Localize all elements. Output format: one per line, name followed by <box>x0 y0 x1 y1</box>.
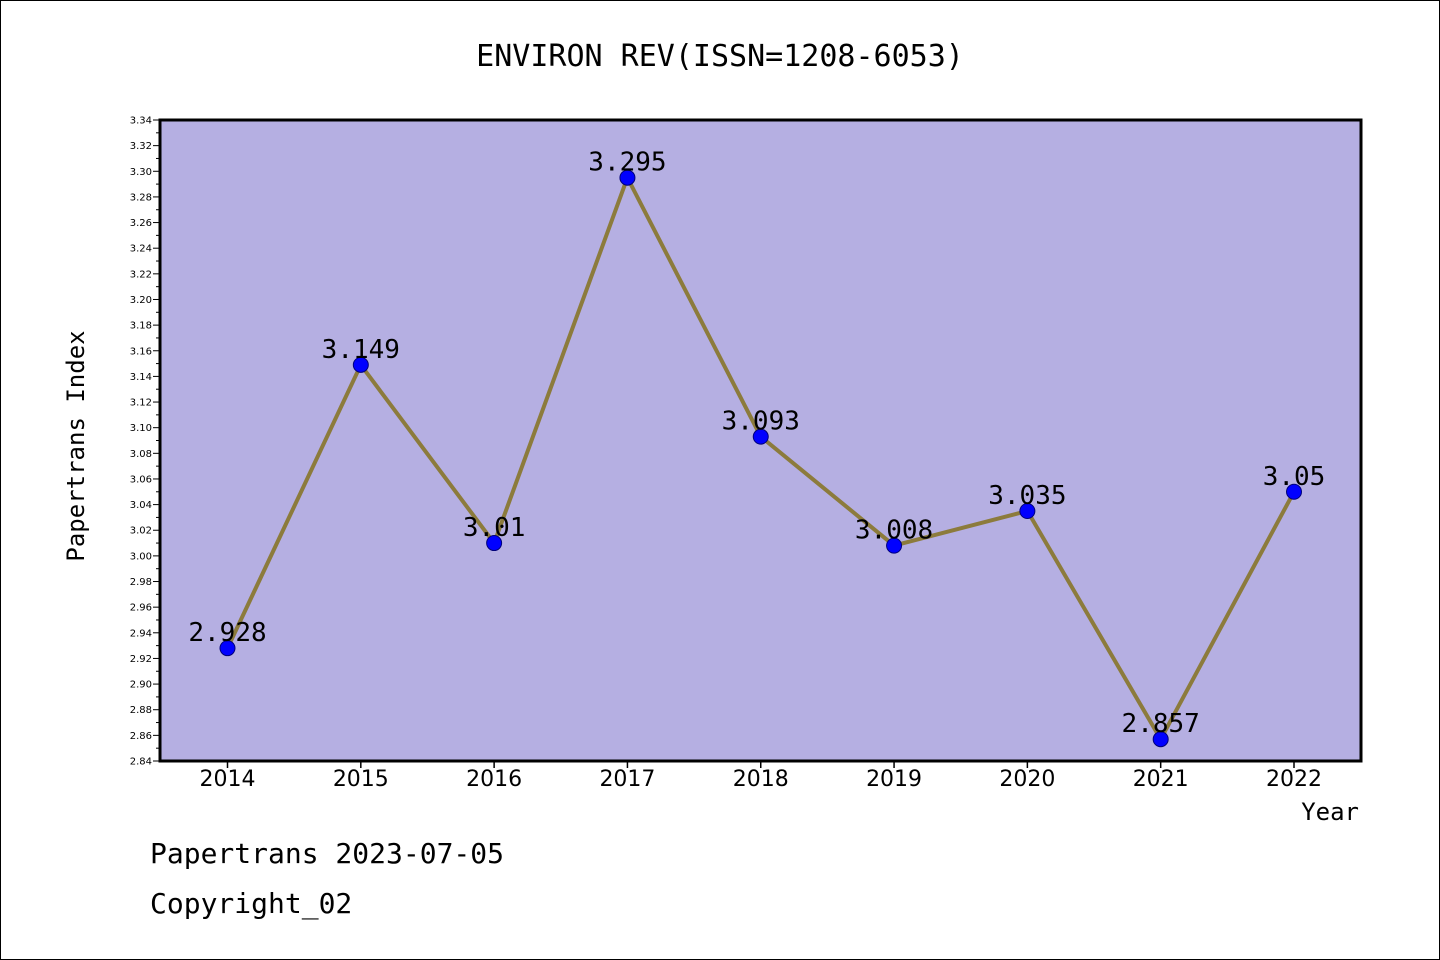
y-tick-label: 2.84 <box>130 757 152 768</box>
x-tick-label: 2020 <box>999 767 1055 792</box>
y-tick-label: 3.34 <box>130 116 152 127</box>
data-point <box>1286 483 1302 500</box>
y-tick-label: 3.08 <box>130 449 152 460</box>
data-label: 3.295 <box>588 148 666 178</box>
chart-title: ENVIRON REV(ISSN=1208-6053) <box>476 39 964 74</box>
x-tick-label: 2015 <box>333 767 389 792</box>
data-point <box>1019 503 1036 520</box>
y-tick-label: 3.12 <box>130 398 152 409</box>
y-tick-label: 2.88 <box>130 705 152 716</box>
data-markers <box>219 169 1302 748</box>
y-tick-label: 2.86 <box>130 731 152 742</box>
data-label: 2.857 <box>1122 709 1200 739</box>
data-label: 2.928 <box>188 618 266 648</box>
x-tick-label: 2019 <box>866 767 922 792</box>
y-tick-label: 3.00 <box>130 551 152 562</box>
data-point <box>219 640 236 657</box>
data-point <box>752 428 769 445</box>
data-label: 3.05 <box>1263 462 1326 492</box>
data-label: 3.149 <box>322 335 400 365</box>
data-point <box>486 535 503 552</box>
footer-copyright: Copyright_02 <box>150 887 352 921</box>
y-tick-label: 3.18 <box>130 321 152 332</box>
y-tick-label: 3.22 <box>130 269 152 280</box>
footer-date: Papertrans 2023-07-05 <box>150 837 504 870</box>
data-labels: 2.928 3.149 3.01 3.295 3.093 3.008 3.035 2.857 3… <box>188 148 1325 740</box>
y-tick-label: 3.28 <box>130 192 152 203</box>
x-axis-label: Year <box>1301 798 1359 826</box>
y-tick-label: 2.92 <box>130 654 152 665</box>
data-label: 3.008 <box>855 516 933 546</box>
y-tick-label: 3.16 <box>130 346 152 357</box>
x-tick-label: 2014 <box>200 767 256 792</box>
x-tick-label: 2017 <box>599 767 655 792</box>
y-axis-label: Papertrans Index <box>62 330 90 561</box>
data-point <box>352 356 369 373</box>
y-tick-label: 3.06 <box>130 474 152 485</box>
data-point <box>886 537 903 554</box>
y-tick-label: 3.20 <box>130 295 152 306</box>
x-axis: 2014 2015 2016 2017 2018 2019 2020 2021 2022 <box>200 761 1322 792</box>
x-tick-label: 2022 <box>1266 767 1322 792</box>
x-tick-label: 2016 <box>466 767 522 792</box>
y-tick-label: 2.94 <box>130 628 152 639</box>
y-tick-label: 3.02 <box>130 526 152 537</box>
y-tick-label: 3.24 <box>130 244 152 255</box>
y-tick-label: 2.90 <box>130 680 152 691</box>
data-point <box>1152 731 1169 748</box>
x-tick-label: 2018 <box>733 767 789 792</box>
y-tick-label: 2.98 <box>130 577 152 588</box>
y-tick-label: 3.14 <box>130 372 152 383</box>
y-tick-label: 2.96 <box>130 603 152 614</box>
x-tick-label: 2021 <box>1133 767 1189 792</box>
data-point <box>619 169 636 186</box>
y-tick-label: 3.32 <box>130 141 152 152</box>
y-axis: 2.84 2.86 2.88 2.90 2.92 2.94 2.96 2.98 3.00 3.02… <box>130 116 160 768</box>
y-tick-label: 3.10 <box>130 423 152 434</box>
data-label: 3.093 <box>722 407 800 437</box>
data-label: 3.035 <box>988 481 1066 511</box>
y-tick-label: 3.26 <box>130 218 152 229</box>
y-tick-label: 3.30 <box>130 167 152 178</box>
y-tick-label: 3.04 <box>130 500 152 511</box>
data-label: 3.01 <box>463 513 526 543</box>
